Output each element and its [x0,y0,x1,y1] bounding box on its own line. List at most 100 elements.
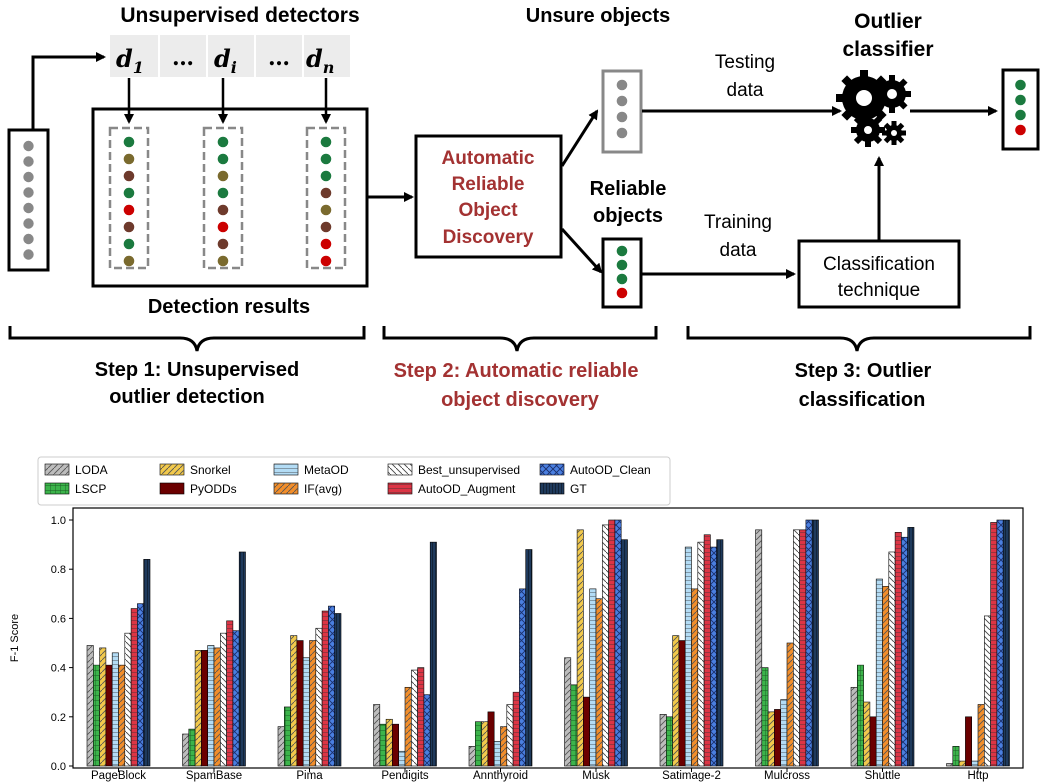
data-point [320,204,332,216]
step3-bracket [686,326,1032,352]
bar-autood-clean-hatch [614,520,622,766]
detector-ellipsis-1: … [172,45,194,71]
bar-autood-augment-hatch [608,520,615,766]
bar-loda-hatch [946,763,953,766]
detector-columns [108,126,347,270]
x-tick-label: Mulcross [764,770,810,782]
bar-lscp-hatch [93,665,100,766]
legend-snorkel-label: Snorkel [190,463,231,477]
bar-autood-augment-hatch [226,620,233,766]
data-point [616,127,628,139]
legend-box [37,456,671,506]
legend-metaod-label: MetaOD [304,463,349,477]
unsure-object-points [616,79,628,139]
bar-if-avg--hatch [596,598,603,766]
data-point [616,287,628,299]
legend-if-avg--swatch-hatch [274,483,298,494]
f1-score-chart: LODA LSCP Snorkel PyODDs MetaOD IF(avg) Best_u… [9,456,1024,782]
data-point [1015,124,1026,136]
bar-metaod-hatch [971,761,978,766]
data-point [320,221,332,233]
bar-snorkel-hatch [672,635,679,766]
detector-di: di [214,44,237,77]
bar-lscp-hatch [761,667,769,766]
bar-autood-augment-hatch [131,608,138,766]
legend-pyodds-label: PyODDs [190,482,237,496]
x-tick-label: Pendigits [381,770,429,782]
bar-if-avg--hatch [405,687,412,766]
data-point [123,187,135,199]
bar-series [86,519,1010,767]
step1-bracket [8,326,366,352]
bar-gt-hatch [239,551,246,766]
data-point [217,238,229,250]
data-point [217,153,229,165]
bar-snorkel-hatch [959,761,966,766]
x-tick-label: Annthyroid [473,770,528,782]
bar-gt-hatch [525,549,532,766]
bar-best-unsupervised-hatch [793,529,800,766]
discovery-line-4: Discovery [443,227,534,248]
bar-pyodds [583,696,591,767]
training-data-label-2: data [720,240,757,261]
data-point [320,255,332,267]
legend-snorkel-swatch-hatch [160,464,184,475]
step2-line-1: Step 2: Automatic reliable [394,360,639,382]
bar-autood-clean-hatch [423,694,431,766]
detector-cell [304,35,350,77]
data-point [616,259,628,271]
detector-cell [160,35,206,77]
bar-lscp-hatch [475,721,482,766]
bar-autood-augment-hatch [417,667,424,766]
bar-autood-clean-hatch [137,603,144,766]
bar-if-avg--hatch [500,726,507,766]
bar-autood-clean-hatch [710,547,717,766]
bar-pyodds [774,709,782,767]
bar-lscp-hatch [666,716,673,766]
bar-gt-hatch [621,539,628,766]
legend-lscp-swatch-hatch [45,483,69,494]
detection-results-label: Detection results [148,296,310,318]
bar-autood-augment-hatch [990,522,997,766]
data-point [616,111,628,123]
bar-metaod-hatch [876,579,883,766]
data-point [616,245,628,257]
data-point [616,95,628,107]
legend-autood-clean-label: AutoOD_Clean [570,463,651,477]
bar-loda-hatch [564,657,571,766]
legend-loda-label: LODA [75,463,108,477]
data-point [217,221,229,233]
bar-snorkel-hatch [195,650,202,766]
bar-if-avg--hatch [691,588,698,766]
bar-autood-clean-hatch [232,630,240,766]
bar-best-unsupervised-hatch [984,615,991,766]
data-point [1015,79,1026,91]
legend-best-unsupervised-label: Best_unsupervised [418,463,520,477]
bar-best-unsupervised-hatch [315,628,323,766]
bar-pyodds [201,650,208,767]
data-point [123,238,135,250]
testing-data-label-2: data [727,80,764,101]
detector-d1: d1 [116,44,144,77]
bar-snorkel-hatch [481,721,488,766]
legend-pyodds-swatch [159,482,185,495]
bar-lscp-hatch [188,729,196,766]
reliable-object-points [616,245,628,299]
data-point [616,79,628,91]
bar-pyodds [678,640,686,767]
bar-pyodds [392,723,399,767]
x-tick-label: Musk [582,770,610,782]
y-axis-ticks: 0.0 0.2 0.4 0.6 0.8 1.0 [51,515,73,773]
x-tick-label: SpamBase [186,770,242,782]
bar-metaod-hatch [303,657,310,766]
training-data-label-1: Training [704,212,772,233]
bar-snorkel-hatch [768,711,775,766]
bar-gt-hatch [430,542,437,766]
testing-data-label-1: Testing [715,52,775,73]
bar-loda-hatch [851,687,858,766]
bar-autood-augment-hatch [799,529,806,766]
bar-if-avg--hatch [882,586,889,766]
data-point [1015,109,1026,121]
unsure-objects-label: Unsure objects [526,5,670,27]
bar-if-avg--hatch [309,640,316,766]
